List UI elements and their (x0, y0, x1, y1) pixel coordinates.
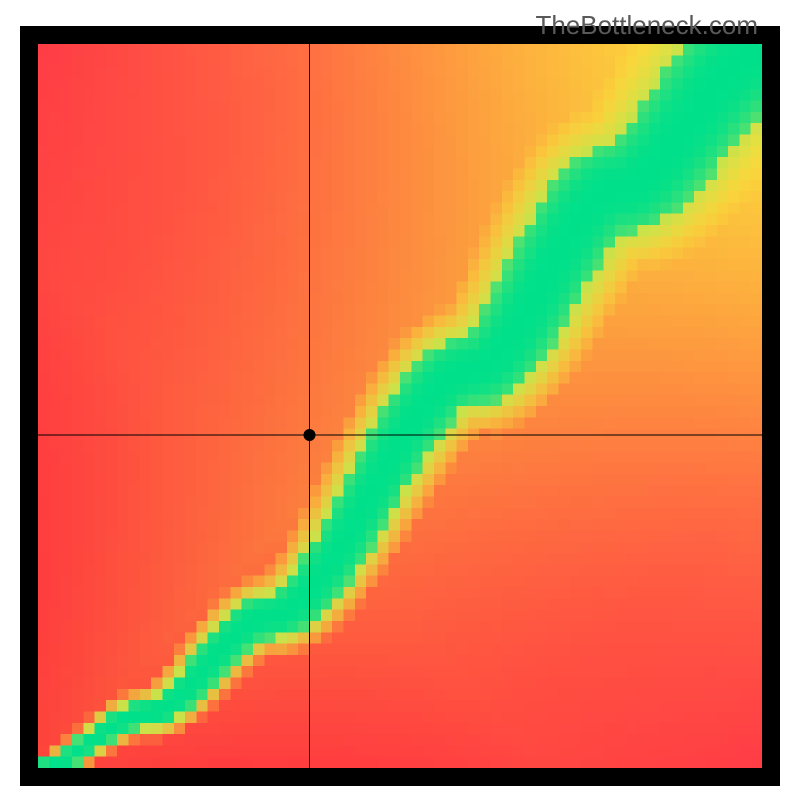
crosshair-overlay (38, 44, 762, 768)
crosshair-dot (304, 429, 316, 441)
watermark-text: TheBottleneck.com (535, 10, 758, 41)
chart-frame: TheBottleneck.com (0, 0, 800, 800)
plot-area (38, 44, 762, 768)
